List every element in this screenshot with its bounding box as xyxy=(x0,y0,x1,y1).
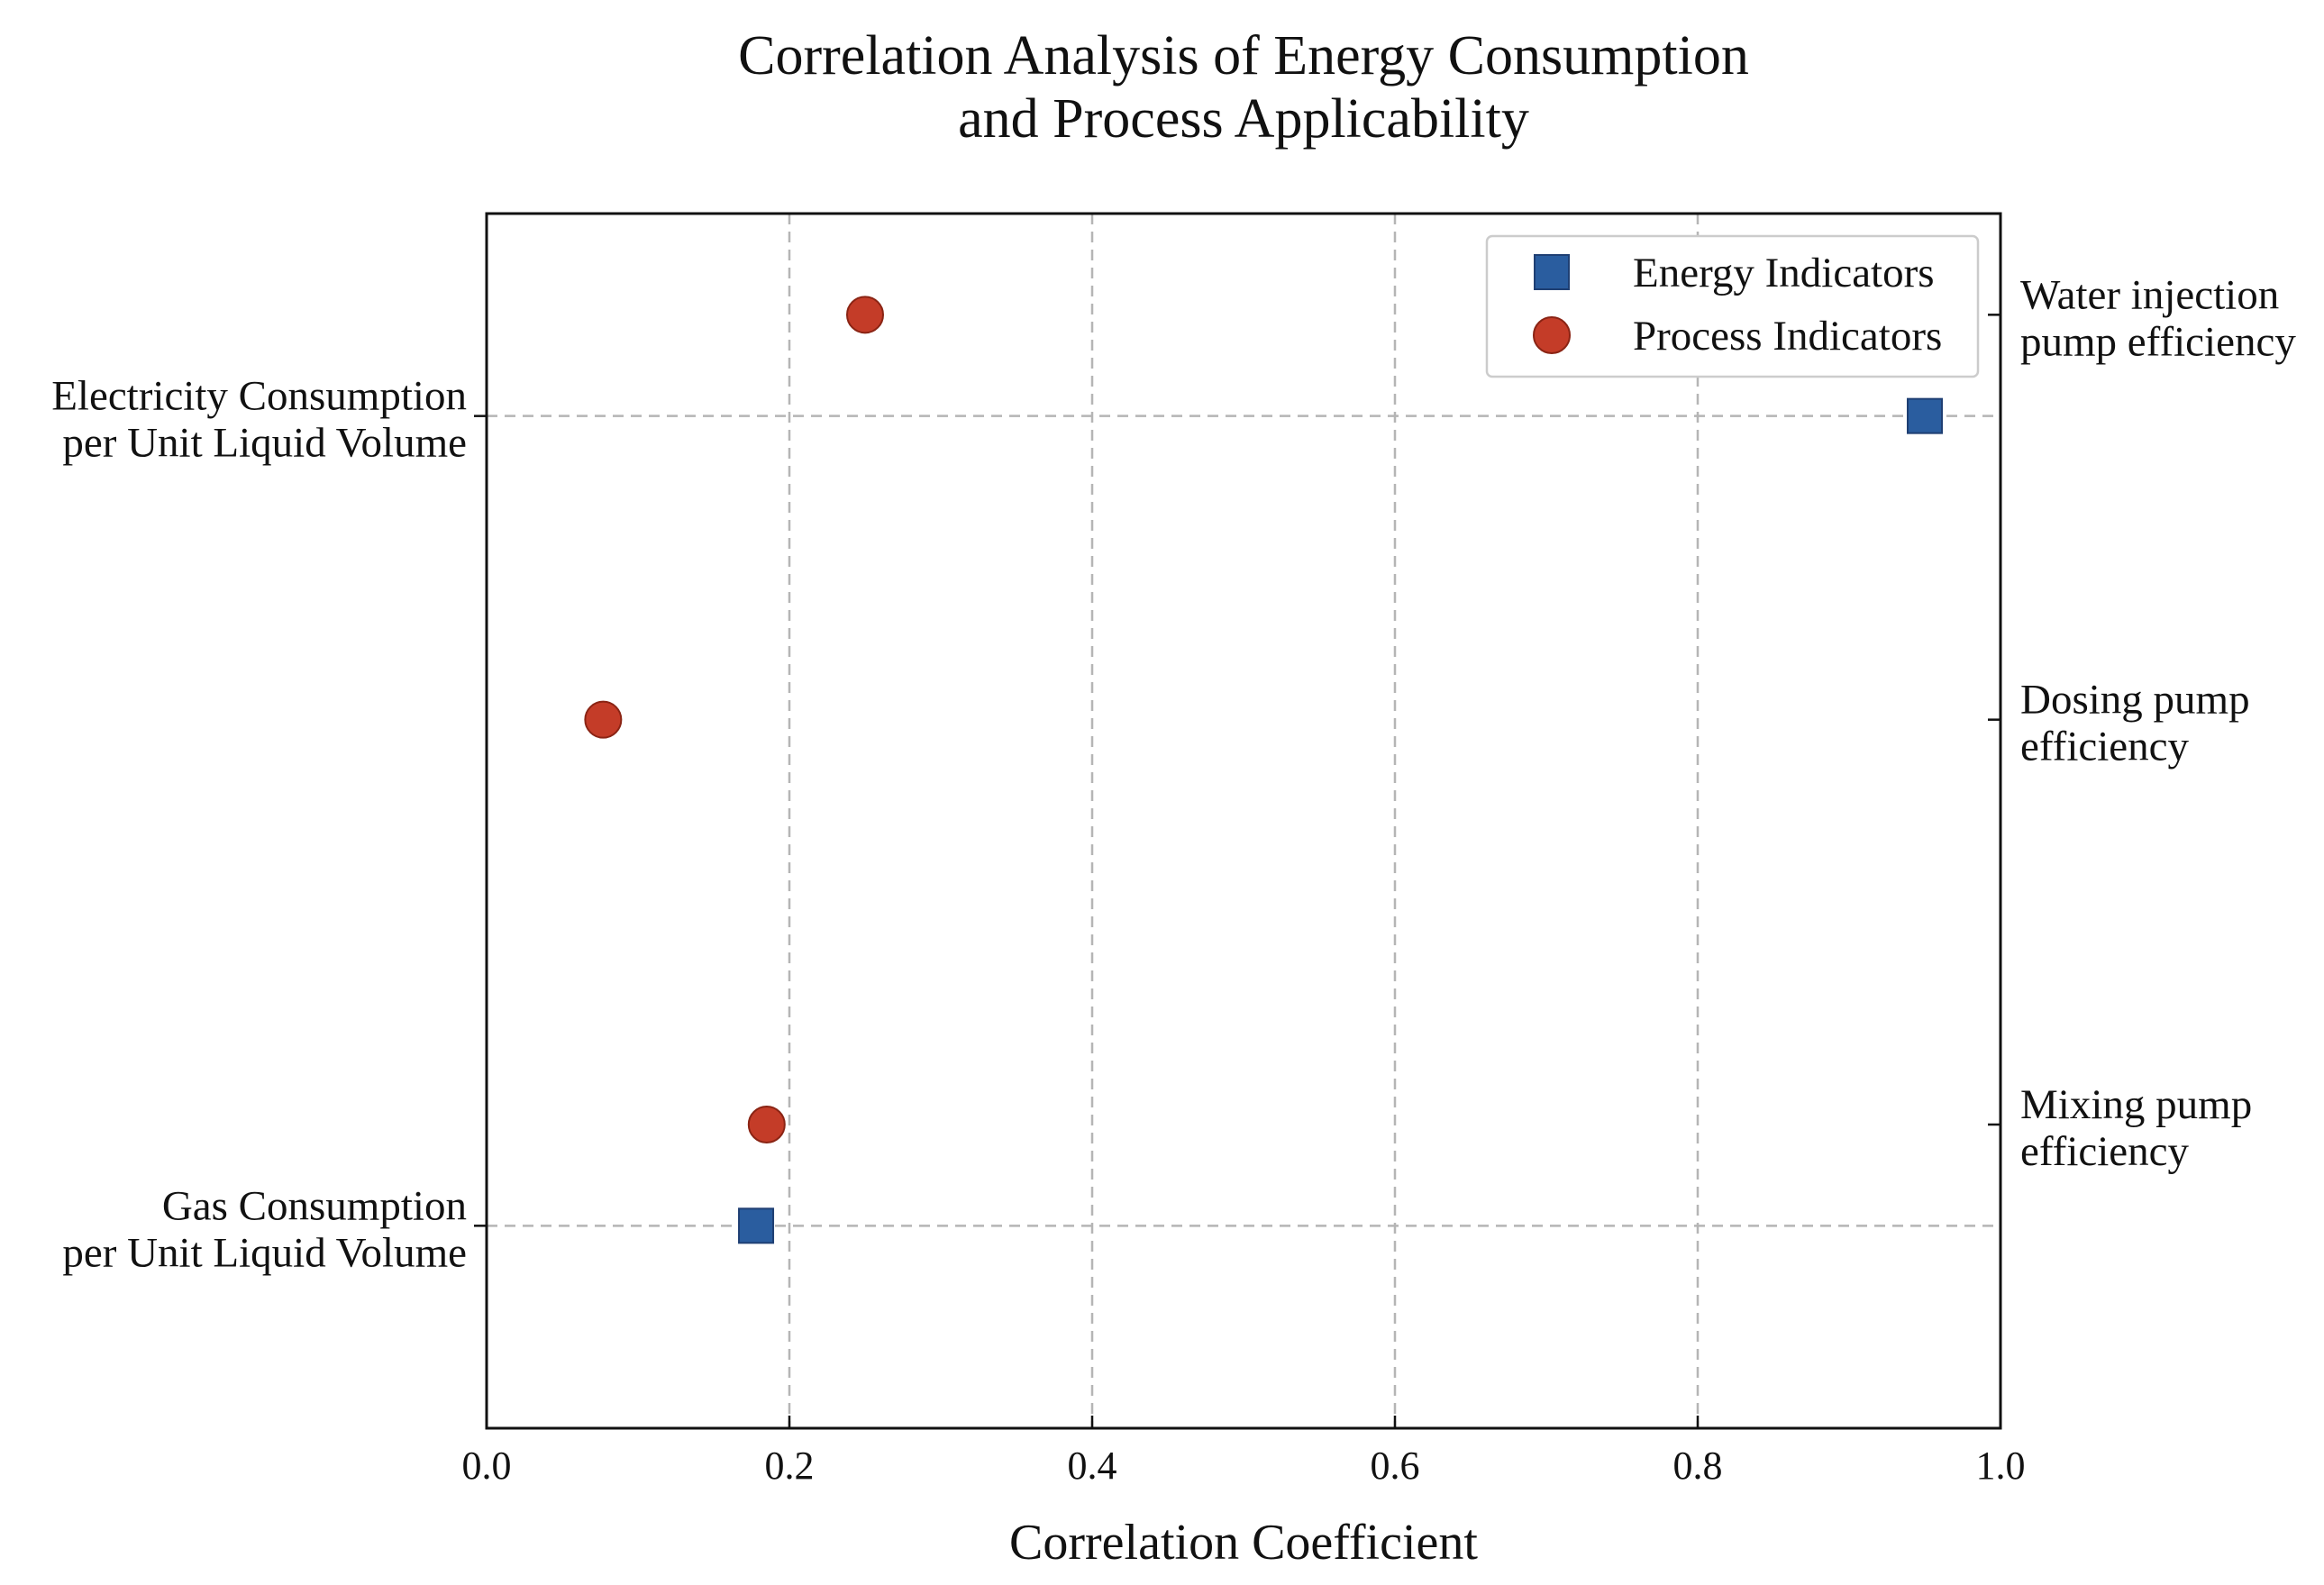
x-axis-title: Correlation Coefficient xyxy=(1009,1515,1478,1571)
x-tick-label: 0.6 xyxy=(1371,1444,1420,1488)
right-category-label: Water injection xyxy=(2020,271,2279,318)
right-category-label: efficiency xyxy=(2020,724,2190,770)
legend-square-icon xyxy=(1534,254,1570,290)
chart-title-line: Correlation Analysis of Energy Consumpti… xyxy=(738,25,1749,87)
x-tick-label: 0.8 xyxy=(1673,1444,1723,1488)
energy-indicator-point xyxy=(738,1207,775,1244)
left-category-label: Electricity Consumption xyxy=(51,373,467,420)
left-category-label: Gas Consumption xyxy=(162,1182,467,1229)
left-category-label: per Unit Liquid Volume xyxy=(62,420,467,467)
right-category-label: Mixing pump xyxy=(2020,1081,2252,1128)
legend-box xyxy=(1485,234,1980,378)
x-tick-label: 0.0 xyxy=(462,1444,512,1488)
legend-circle-icon xyxy=(1533,316,1571,354)
process-indicator-point xyxy=(846,296,884,334)
legend-label: Energy Indicators xyxy=(1633,250,1935,296)
x-tick-label: 0.4 xyxy=(1068,1444,1117,1488)
plot-area-frame xyxy=(485,212,2002,1430)
right-category-label: pump efficiency xyxy=(2020,318,2296,365)
energy-indicator-point xyxy=(1907,397,1943,434)
chart-title-line: and Process Applicability xyxy=(958,88,1529,150)
right-category-label: Dosing pump xyxy=(2020,677,2250,724)
process-indicator-point xyxy=(584,700,623,739)
legend-label: Process Indicators xyxy=(1633,313,1942,360)
x-tick-label: 1.0 xyxy=(1976,1444,2026,1488)
process-indicator-point xyxy=(747,1106,786,1143)
right-category-label: efficiency xyxy=(2020,1128,2190,1175)
x-tick-label: 0.2 xyxy=(765,1444,815,1488)
left-category-label: per Unit Liquid Volume xyxy=(62,1229,467,1276)
